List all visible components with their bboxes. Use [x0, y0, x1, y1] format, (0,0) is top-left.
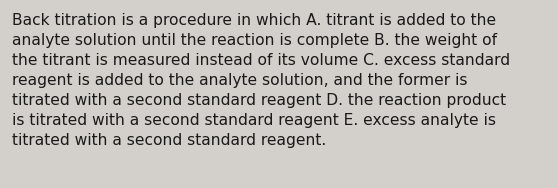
Text: Back titration is a procedure in which A. titrant is added to the
analyte soluti: Back titration is a procedure in which A…	[12, 13, 511, 148]
